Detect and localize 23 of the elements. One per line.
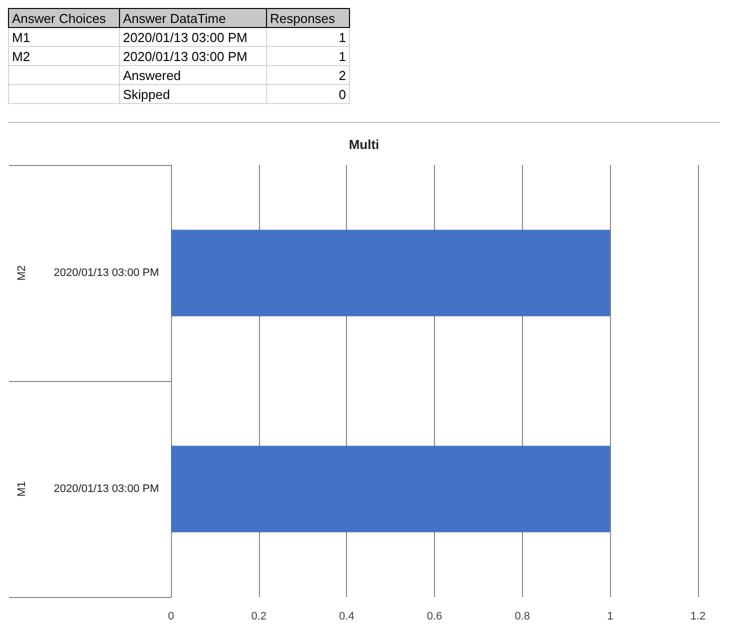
category-label: Answer Choices	[8, 8, 120, 28]
text: 1	[338, 48, 346, 64]
x-tick-label: 0	[168, 610, 174, 622]
text: Answered	[123, 68, 181, 82]
x-tick-label: 1	[607, 610, 614, 622]
text: 2020/01/13 03:00 PM	[123, 48, 248, 64]
text: M2	[12, 48, 30, 64]
text: 0	[338, 86, 346, 102]
text: 1	[338, 30, 346, 44]
x-tick-label: 0.2	[251, 610, 266, 622]
text: M1	[16, 481, 28, 497]
chart-title: Multi	[348, 137, 380, 152]
x-tick-label: 0.8	[514, 610, 530, 622]
text: 2020/01/13 03:00 PM	[123, 30, 248, 44]
category-label: Answer DataTime	[120, 8, 266, 28]
text: Skipped	[123, 86, 170, 102]
text: M1	[12, 30, 30, 44]
x-tick-label: 0.6	[426, 610, 442, 622]
x-tick-label: 0.4	[339, 610, 354, 622]
text: M2	[16, 265, 28, 281]
text: 2	[338, 68, 346, 82]
x-tick-label: 1.2	[690, 610, 706, 622]
category-label: Responses	[266, 8, 350, 28]
